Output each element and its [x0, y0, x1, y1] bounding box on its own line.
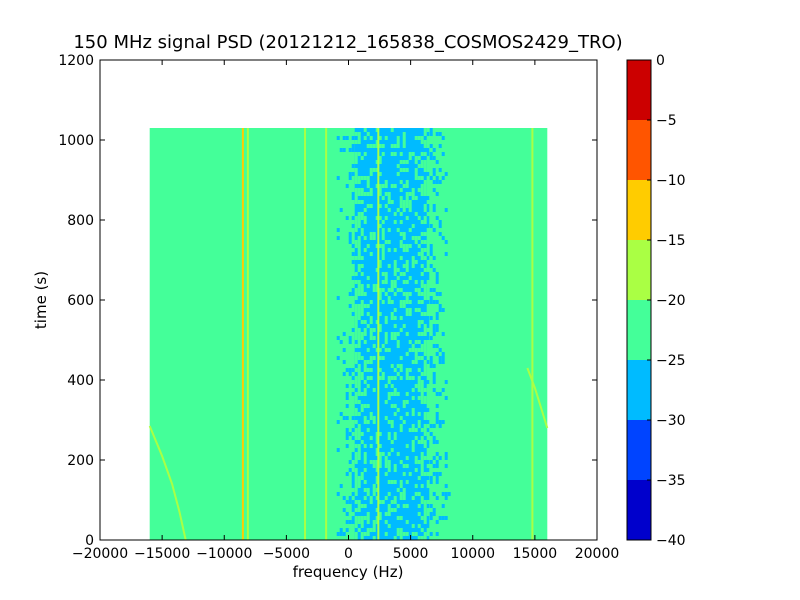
x-tick-label: −20000 — [72, 546, 128, 562]
x-axis: −20000 −15000 −10000 −5000 0 5000 10000 15000 20… — [72, 60, 619, 562]
y-tick-label: 200 — [67, 453, 94, 469]
plot-area: −20000 −15000 −10000 −5000 0 5000 10000 15000 20… — [58, 53, 619, 562]
x-tick-label: 20000 — [575, 546, 620, 562]
y-tick-label: 800 — [67, 213, 94, 229]
y-tick-label: 0 — [85, 533, 94, 549]
y-tick-label: 400 — [67, 373, 94, 389]
spectral-line-4 — [325, 128, 328, 540]
colorbar-band-2 — [627, 120, 651, 180]
drift-curve-2 — [526, 367, 549, 429]
spectral-line-1 — [241, 128, 244, 540]
x-tick-label: 5000 — [393, 546, 429, 562]
chart-title: 150 MHz signal PSD (20121212_165838_COSM… — [73, 32, 622, 53]
spectral-line-2 — [246, 128, 249, 540]
colorbar-tick-label: −5 — [656, 113, 677, 129]
x-tick-label: 10000 — [450, 546, 495, 562]
colorbar-band-7 — [627, 420, 651, 480]
noise-speckle — [336, 128, 451, 540]
heatmap — [148, 128, 549, 541]
colorbar-tick-label: −25 — [656, 353, 686, 369]
x-axis-label: frequency (Hz) — [293, 563, 404, 581]
colorbar-tick-label: −30 — [656, 413, 686, 429]
x-tick-label: −15000 — [134, 546, 190, 562]
colorbar: 0 −5 −10 −15 −20 −25 −30 −35 −40 — [626, 53, 686, 549]
colorbar-tick-label: −20 — [656, 293, 686, 309]
x-tick-label: 15000 — [513, 546, 558, 562]
colorbar-band-8 — [627, 480, 651, 540]
y-tick-label: 600 — [67, 293, 94, 309]
y-axis: 0 200 400 600 800 1000 1200 — [58, 53, 597, 549]
heatmap-background — [149, 128, 548, 540]
colorbar-band-6 — [627, 360, 651, 420]
x-tick-label: −10000 — [196, 546, 252, 562]
y-axis-label: time (s) — [32, 271, 50, 329]
drift-curve-1 — [148, 425, 187, 541]
colorbar-band-5 — [627, 300, 651, 360]
colorbar-tick-label: 0 — [656, 53, 665, 69]
colorbar-band-4 — [627, 240, 651, 300]
colorbar-tick-label: −15 — [656, 233, 686, 249]
colorbar-band-3 — [627, 180, 651, 240]
colorbar-tick-label: −40 — [656, 533, 686, 549]
spectral-line-3 — [304, 128, 307, 540]
y-tick-label: 1000 — [58, 133, 94, 149]
x-tick-label: −5000 — [263, 546, 310, 562]
x-tick-label: 0 — [344, 546, 353, 562]
colorbar-band-1 — [627, 60, 651, 120]
colorbar-tick-label: −10 — [656, 173, 686, 189]
spectral-line-5 — [377, 128, 380, 540]
y-tick-label: 1200 — [58, 53, 94, 69]
colorbar-tick-label: −35 — [656, 473, 686, 489]
spectral-line-6 — [531, 128, 534, 540]
